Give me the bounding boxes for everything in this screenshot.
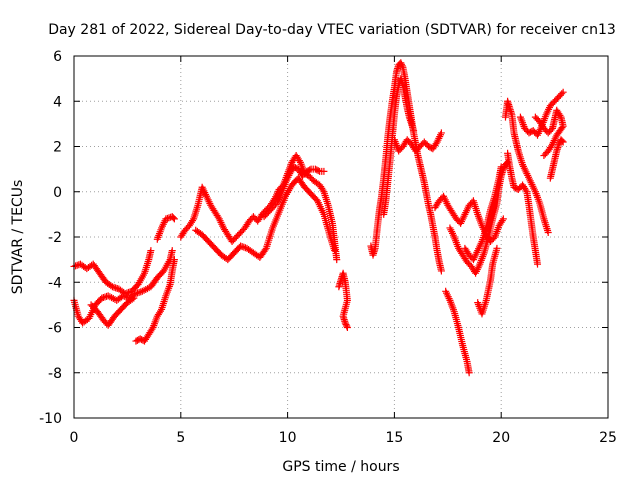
data-point (465, 369, 473, 377)
y-tick-labels: -10 -8 -6 -4 -2 0 2 4 6 (39, 49, 62, 427)
grid-lines (74, 56, 608, 418)
x-tick-label: 15 (385, 430, 403, 446)
data-point (437, 129, 445, 137)
data-point (148, 325, 156, 333)
series-track-i (335, 269, 351, 331)
data-point (410, 127, 418, 135)
data-point (170, 215, 178, 223)
data-point (107, 282, 115, 290)
y-tick-label: 4 (53, 94, 62, 110)
data-point (559, 88, 567, 96)
data-point (189, 217, 197, 225)
x-tick-label: 20 (492, 430, 510, 446)
y-tick-label: -10 (39, 411, 62, 427)
series-track-a (70, 247, 155, 298)
data-point (437, 267, 445, 275)
series-track-r (501, 97, 552, 236)
series-track-s (504, 149, 542, 268)
x-tick-label: 10 (279, 430, 297, 446)
data-point (558, 137, 566, 145)
data-point (341, 319, 349, 327)
data-point (558, 90, 566, 98)
data-point (261, 246, 269, 254)
y-tick-label: 2 (53, 140, 62, 156)
data-point (331, 247, 339, 255)
series-track-h (260, 163, 328, 221)
data-point (544, 228, 552, 236)
x-tick-label: 25 (599, 430, 617, 446)
data-point (555, 140, 563, 148)
data-point (314, 167, 322, 175)
data-marks (70, 59, 567, 377)
y-tick-label: -8 (48, 366, 62, 382)
data-point (497, 163, 505, 171)
series-track-d (132, 256, 178, 345)
data-point (499, 215, 507, 223)
series-track-t (516, 88, 567, 139)
data-point (397, 59, 405, 67)
data-point (559, 138, 567, 146)
data-point (169, 214, 177, 222)
series-track-k (380, 75, 418, 218)
data-point (541, 150, 549, 158)
data-point (342, 320, 350, 328)
data-point (522, 186, 530, 194)
data-point (168, 247, 176, 255)
data-point (319, 186, 327, 194)
data-point (432, 140, 440, 148)
series-track-p (461, 163, 505, 264)
y-tick-label: -2 (48, 230, 62, 246)
series-track-q (474, 244, 501, 318)
data-point (170, 256, 178, 264)
data-point (534, 260, 542, 268)
y-axis-label: SDTVAR / TECUs (10, 180, 26, 295)
series-track-g (192, 174, 339, 264)
data-point (157, 307, 165, 315)
axis-ticks (73, 55, 609, 419)
data-point (493, 244, 501, 252)
data-point (540, 152, 548, 160)
series-track-l (390, 129, 445, 155)
y-tick-label: -4 (48, 275, 62, 291)
series-track-o (442, 287, 473, 377)
data-point (147, 247, 155, 255)
data-point (343, 322, 351, 330)
data-point (295, 157, 303, 165)
y-tick-label: 0 (53, 185, 62, 201)
data-point (556, 111, 564, 119)
data-point (320, 167, 328, 175)
x-tick-labels: 0 5 10 15 20 25 (70, 430, 617, 446)
x-tick-label: 0 (70, 430, 79, 446)
y-tick-label: 6 (53, 49, 62, 65)
series-track-v (546, 136, 567, 182)
data-point (398, 60, 406, 68)
data-point (498, 217, 506, 225)
x-axis-label: GPS time / hours (282, 459, 399, 475)
data-point (398, 62, 406, 70)
data-point (333, 256, 341, 264)
x-tick-label: 5 (176, 430, 185, 446)
data-point (130, 294, 138, 302)
data-point (214, 213, 222, 221)
series-track-m (431, 192, 507, 246)
data-point (343, 324, 351, 331)
series-track-e (153, 213, 178, 243)
data-point (128, 295, 136, 303)
data-point (306, 166, 314, 174)
series-track-c (87, 294, 138, 329)
y-tick-label: -6 (48, 321, 62, 337)
series-track-n (446, 158, 512, 277)
series-track-u (531, 106, 567, 160)
chart-title: Day 281 of 2022, Sidereal Day-to-day VTE… (48, 22, 616, 38)
